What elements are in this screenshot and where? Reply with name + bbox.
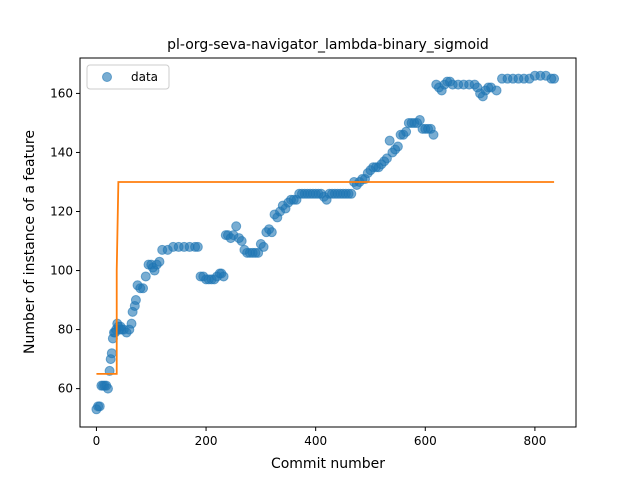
- y-axis-label: Number of instance of a feature: [22, 130, 38, 354]
- data-point: [384, 135, 395, 146]
- fit-line: [96, 181, 555, 375]
- data-point: [428, 129, 439, 140]
- y-tick-label: 160: [50, 86, 73, 100]
- data-point: [266, 227, 277, 238]
- legend-box: [86, 64, 170, 90]
- y-tick-label: 60: [58, 382, 73, 396]
- legend: data: [86, 64, 170, 90]
- data-point: [106, 348, 117, 359]
- x-tick-label: 0: [93, 434, 101, 448]
- data-point: [401, 126, 412, 137]
- y-axis: 60 80 100 120 140 160: [50, 86, 80, 396]
- data-point: [258, 241, 269, 252]
- y-tick-label: 100: [50, 264, 73, 278]
- data-point: [130, 295, 141, 306]
- data-point: [346, 188, 357, 199]
- plot-frame: [79, 57, 577, 428]
- x-tick-label: 200: [195, 434, 218, 448]
- plot-area: [91, 70, 560, 415]
- data-point: [126, 318, 137, 329]
- x-axis: 0 200 400 600 800: [93, 427, 546, 448]
- y-tick-label: 140: [50, 145, 73, 159]
- data-point: [218, 271, 229, 282]
- data-point: [491, 85, 502, 96]
- data-point: [414, 114, 425, 125]
- data-point: [231, 221, 242, 232]
- x-tick-label: 800: [523, 434, 546, 448]
- legend-label-data: data: [131, 70, 158, 84]
- x-axis-label: Commit number: [271, 456, 385, 472]
- data-point: [94, 401, 105, 412]
- data-point: [140, 271, 151, 282]
- legend-marker-data: [102, 72, 112, 82]
- data-point: [154, 256, 165, 267]
- x-tick-label: 600: [414, 434, 437, 448]
- y-tick-label: 80: [58, 323, 73, 337]
- x-tick-label: 400: [304, 434, 327, 448]
- data-point: [138, 283, 149, 294]
- data-point: [102, 383, 113, 394]
- y-tick-label: 120: [50, 205, 73, 219]
- chart-title: pl-org-seva-navigator_lambda-binary_sigm…: [167, 37, 489, 53]
- data-point: [192, 241, 203, 252]
- data-point: [549, 73, 560, 84]
- data-point: [236, 236, 247, 247]
- data-point: [392, 141, 403, 152]
